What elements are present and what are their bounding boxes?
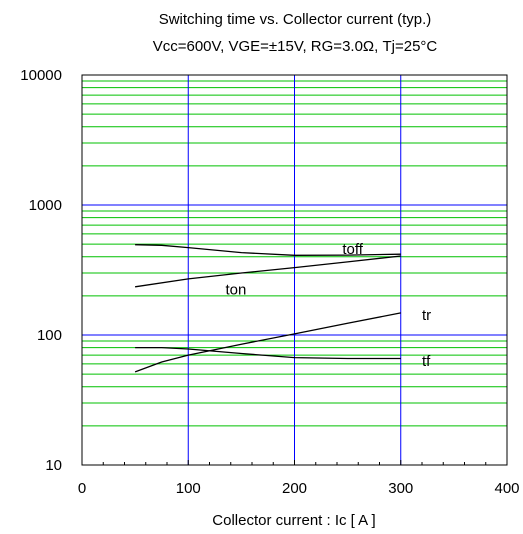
axis-ticks <box>81 460 508 465</box>
x-axis-label: Collector current : Ic [ A ] <box>212 512 375 529</box>
major-gridlines <box>81 74 508 466</box>
x-tick-label: 200 <box>282 480 307 497</box>
x-tick-label: 0 <box>78 480 86 497</box>
series-line-tf <box>135 346 401 360</box>
x-tick-label: 300 <box>388 480 413 497</box>
series-label-ton: ton <box>225 281 246 298</box>
series-label-tr: tr <box>422 307 431 324</box>
y-tick-labels: 10 100 1000 10000 <box>20 67 62 474</box>
y-tick-label: 10 <box>45 457 62 474</box>
series-lines <box>134 244 401 373</box>
x-tick-label: 400 <box>494 480 519 497</box>
y-tick-label: 1000 <box>29 197 62 214</box>
series-label-toff: toff <box>342 241 363 258</box>
series-label-tf: tf <box>422 353 431 370</box>
series-line-ton <box>135 255 401 288</box>
chart-title: Switching time vs. Collector current (ty… <box>159 11 432 28</box>
y-tick-label: 100 <box>37 327 62 344</box>
series-labels: toff ton tr tf <box>225 241 431 370</box>
x-tick-labels: 0 100 200 300 400 <box>78 480 520 497</box>
series-line-toff <box>135 244 401 256</box>
y-tick-label: 10000 <box>20 67 62 84</box>
chart-subtitle: Vcc=600V, VGE=±15V, RG=3.0Ω, Tj=25°C <box>153 38 438 55</box>
series-line-tr <box>134 312 401 373</box>
x-tick-label: 100 <box>176 480 201 497</box>
